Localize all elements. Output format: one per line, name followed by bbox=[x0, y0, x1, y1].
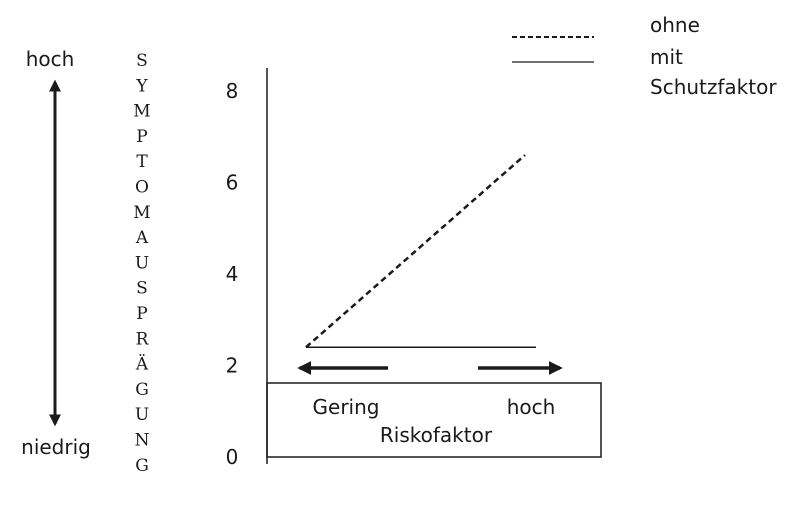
y-axis-title-letter: P bbox=[136, 304, 147, 324]
x-low-label: Gering bbox=[313, 395, 380, 419]
y-axis-title-letter: U bbox=[135, 405, 149, 425]
y-tick-label: 0 bbox=[226, 445, 239, 469]
y-axis-title-letter: A bbox=[135, 228, 149, 248]
y-axis-title-letter: P bbox=[136, 127, 147, 147]
series-ohne-line bbox=[305, 154, 526, 349]
y-axis-title-letter: N bbox=[135, 431, 150, 451]
scale-low-label: niedrig bbox=[21, 435, 91, 459]
x-high-label: hoch bbox=[507, 395, 556, 419]
x-axis-title: Riskofaktor bbox=[380, 423, 493, 447]
legend-label-schutzfaktor: Schutzfaktor bbox=[650, 75, 777, 99]
y-axis-title-letter: S bbox=[136, 279, 148, 299]
y-tick-label: 6 bbox=[226, 171, 239, 195]
y-axis-title-letter: M bbox=[133, 102, 150, 122]
y-axis-title-letter: M bbox=[133, 203, 150, 223]
y-tick-label: 2 bbox=[226, 354, 239, 378]
y-axis-title-letter: G bbox=[135, 380, 149, 400]
scale-high-label: hoch bbox=[26, 47, 75, 71]
y-axis-title-letter: U bbox=[135, 253, 149, 273]
y-tick-label: 8 bbox=[226, 79, 239, 103]
legend-label-ohne: ohne bbox=[650, 13, 700, 37]
y-axis-title-letter: Ä bbox=[135, 354, 149, 375]
y-axis-title-letter: S bbox=[136, 51, 148, 71]
risk-factor-box bbox=[266, 382, 602, 458]
y-axis-title-letter: T bbox=[136, 152, 148, 172]
y-tick-labels: 0 2 4 6 8 bbox=[226, 79, 239, 469]
y-tick-label: 4 bbox=[226, 262, 239, 286]
y-axis-title-letter: G bbox=[135, 456, 149, 476]
y-axis-title-letter: Y bbox=[135, 76, 148, 96]
y-axis-title-letter: R bbox=[136, 329, 150, 349]
legend-label-mit: mit bbox=[650, 45, 683, 69]
y-axis-title-letter: O bbox=[135, 178, 149, 198]
